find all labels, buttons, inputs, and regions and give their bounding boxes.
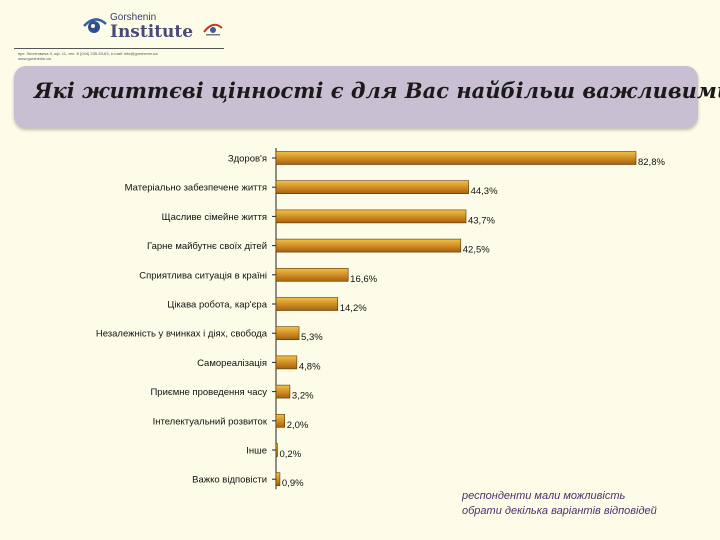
contacts-line-2: www.gorshenin.ua (18, 56, 51, 61)
value-label: 16,6% (350, 274, 377, 285)
value-label: 82,8% (638, 157, 665, 168)
logo-contacts: вул. Леонтовича 9, оф. 11, тел. 8 (044) … (18, 51, 158, 61)
bar (275, 413, 285, 428)
category-label: Цікава робота, кар'єра (167, 300, 267, 311)
bar (275, 355, 298, 370)
category-label: Інше (246, 446, 267, 457)
chart-title: Які життєві цінності є для Вас найбільш … (34, 78, 720, 103)
category-label: Щасливе сімейне життя (162, 212, 267, 223)
footnote: респонденти мали можливість обрати декіл… (462, 489, 657, 519)
logo-big-text: Institute (110, 22, 194, 42)
logo-wordmark: Gorshenin Institute (110, 12, 193, 41)
category-label: Незалежність у вчинках і діях, свобода (96, 329, 268, 340)
value-label: 14,2% (340, 303, 367, 314)
bar (275, 297, 339, 311)
category-label: Важко відповісти (192, 475, 267, 486)
value-label: 5,3% (301, 332, 323, 343)
value-label: 2,0% (287, 420, 309, 431)
logo-divider (14, 48, 224, 49)
value-label: 3,2% (292, 391, 314, 402)
footnote-line-2: обрати декілька варіантів відповідей (462, 505, 657, 517)
bar (275, 472, 281, 487)
category-label: Інтелектуальний розвиток (153, 416, 268, 427)
title-banner: Які життєві цінності є для Вас найбільш … (14, 66, 720, 128)
value-label: 42,5% (463, 245, 490, 256)
bar (275, 151, 637, 165)
value-label: 4,8% (299, 361, 321, 372)
category-label: Сприятлива ситуація в країні (139, 270, 267, 281)
category-label: Приємне проведення часу (150, 387, 267, 398)
eye-logo-icon (83, 18, 107, 33)
partner-logo-icon (203, 23, 223, 36)
bar (275, 267, 349, 282)
bar (275, 384, 291, 399)
value-label: 43,7% (468, 215, 495, 226)
value-label: 44,3% (471, 186, 498, 197)
bar (275, 443, 278, 457)
contacts-line-1: вул. Леонтовича 9, оф. 11, тел. 8 (044) … (18, 51, 158, 56)
value-label: 0,2% (280, 449, 302, 460)
logo-small-text: Gorshenin (110, 12, 157, 23)
logo-area: Gorshenin Institute вул. Леонтовича 9, о… (14, 8, 224, 64)
category-label: Здоров'я (228, 154, 267, 165)
footnote-line-1: респонденти мали можливість (462, 490, 626, 502)
bar (275, 326, 300, 341)
bar (275, 238, 462, 253)
category-label: Самореалізація (197, 358, 267, 369)
category-label: Гарне майбутнє своїх дітей (147, 241, 267, 252)
category-label: Матеріально забезпечене життя (125, 183, 267, 194)
bar (275, 209, 467, 224)
bar (275, 180, 469, 194)
value-label: 0,9% (282, 478, 304, 489)
